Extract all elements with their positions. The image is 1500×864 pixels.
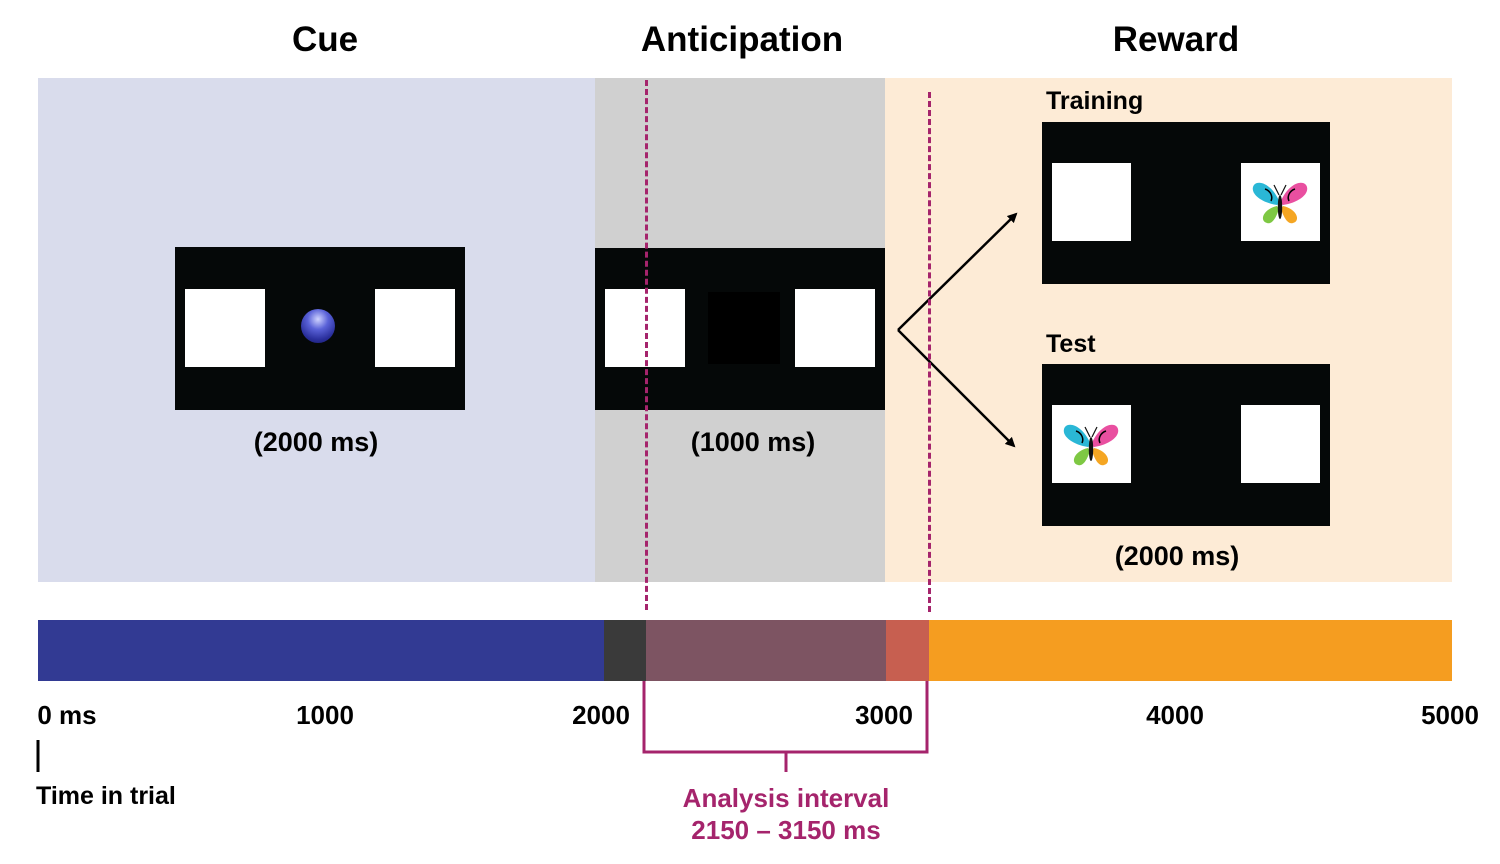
cue-right-square — [375, 289, 455, 367]
analysis-interval-title: Analysis interval — [682, 783, 890, 813]
anticipation-left-square — [605, 289, 685, 367]
test-label: Test — [1046, 330, 1096, 358]
reward-duration: (2000 ms) — [1114, 541, 1240, 571]
timeline-segment-cue — [38, 620, 604, 681]
timeline-segment-anticipation-pre-analysis — [603, 620, 646, 681]
anticipation-blank-center — [708, 292, 780, 364]
training-right-square — [1241, 163, 1320, 241]
anticipation-phase-title: Anticipation — [640, 20, 844, 59]
tick-label-0: 0 ms — [37, 700, 97, 730]
axis-label: Time in trial — [36, 782, 176, 810]
analysis-start-line — [645, 80, 649, 610]
test-left-square — [1052, 405, 1131, 483]
anticipation-duration: (1000 ms) — [690, 427, 816, 457]
cue-screen — [175, 247, 465, 410]
anticipation-screen — [595, 248, 885, 410]
training-screen — [1042, 122, 1330, 284]
test-screen — [1042, 364, 1330, 526]
timeline-segment-anticipation-analysis — [646, 620, 887, 681]
tick-label-1000: 1000 — [296, 700, 354, 730]
cue-left-square — [185, 289, 265, 367]
tick-label-4000: 4000 — [1146, 700, 1204, 730]
training-label: Training — [1046, 87, 1144, 115]
timeline-segment-reward — [928, 620, 1452, 681]
training-left-square — [1052, 163, 1131, 241]
test-right-square — [1241, 405, 1320, 483]
anticipation-right-square — [795, 289, 875, 367]
tick-label-3000: 3000 — [855, 700, 913, 730]
butterfly-icon — [1063, 424, 1119, 466]
analysis-interval-range: 2150 – 3150 ms — [691, 815, 881, 845]
cue-duration: (2000 ms) — [253, 427, 379, 457]
tick-label-5000: 5000 — [1421, 700, 1479, 730]
tick-label-2000: 2000 — [572, 700, 630, 730]
reward-phase-title: Reward — [1112, 20, 1240, 59]
cue-phase-title: Cue — [291, 20, 359, 59]
blue-sphere-icon — [301, 309, 335, 343]
butterfly-icon — [1252, 182, 1308, 224]
timeline-segment-reward-analysis-overlap — [886, 620, 929, 681]
analysis-end-line — [927, 92, 931, 612]
